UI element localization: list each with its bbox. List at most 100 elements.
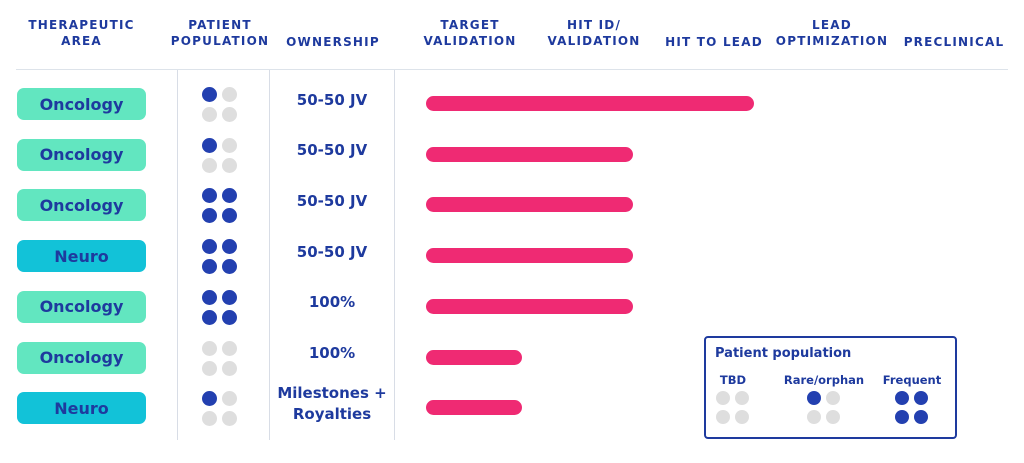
legend-dot: [716, 410, 730, 424]
legend-label: Rare/orphan: [783, 373, 865, 387]
ownership-line: 50-50 JV: [296, 191, 368, 210]
header-therapeutic-area-line1: THERAPEUTIC: [28, 18, 135, 32]
population-dot: [202, 107, 217, 122]
ownership-line: 50-50 JV: [296, 242, 368, 261]
population-dot: [222, 208, 237, 224]
therapeutic-area-badge: Oncology: [17, 290, 146, 323]
patient-population-indicator: [202, 391, 238, 427]
population-dot: [222, 157, 237, 173]
header-lead-optimization: LEAD OPTIMIZATION: [774, 17, 890, 49]
ownership-label: Milestones + Royalties: [270, 383, 394, 425]
header-hit-id-validation-line1: HIT ID/: [566, 18, 622, 32]
column-divider-1: [177, 70, 178, 440]
header-patient-population-line2: POPULATION: [170, 34, 270, 48]
progress-bar: [426, 349, 522, 365]
patient-population-indicator: [202, 239, 238, 275]
legend-dot: [807, 410, 821, 424]
legend-dot: [895, 410, 909, 424]
population-dot: [202, 289, 217, 305]
header-therapeutic-area-line2: AREA: [61, 34, 102, 48]
header-ownership: OWNERSHIP: [286, 35, 380, 49]
ownership-label: 100%: [270, 343, 394, 364]
column-divider-3: [394, 70, 395, 440]
ownership-line: 50-50 JV: [296, 141, 368, 160]
ownership-label: 50-50 JV: [270, 140, 394, 161]
patient-population-indicator: [202, 188, 238, 224]
patient-population-indicator: [202, 137, 238, 174]
legend-dot: [826, 410, 840, 424]
population-dot: [202, 340, 217, 356]
header-divider: [16, 69, 1008, 70]
legend-label: TBD: [719, 373, 747, 387]
progress-bar: [426, 298, 633, 314]
population-dot: [202, 259, 217, 275]
population-dot: [202, 391, 217, 407]
header-patient-population-line1: PATIENT: [188, 18, 252, 32]
legend-dot: [807, 391, 821, 405]
patient-population-indicator: [202, 340, 238, 377]
patient-population-legend: Patient population TBD Rare/orphan Frequen…: [704, 336, 957, 439]
population-dot: [202, 360, 217, 376]
progress-bar: [426, 197, 633, 213]
progress-bar: [426, 400, 522, 416]
population-dot: [202, 411, 217, 427]
legend-dot: [914, 410, 928, 424]
legend-dot: [895, 391, 909, 405]
population-dot: [222, 411, 237, 427]
header-hit-id-validation: HIT ID/ VALIDATION: [541, 17, 647, 49]
ownership-label: 50-50 JV: [270, 242, 394, 263]
therapeutic-area-badge: Oncology: [17, 189, 146, 222]
legend-dot: [826, 391, 840, 405]
patient-population-indicator: [202, 87, 238, 123]
legend-dot: [735, 410, 749, 424]
therapeutic-area-badge: Neuro: [17, 392, 146, 425]
population-dot: [222, 87, 237, 102]
legend-title: Patient population: [715, 346, 852, 361]
header-lead-optimization-line1: LEAD: [812, 18, 852, 32]
population-dot: [202, 157, 217, 173]
header-lead-optimization-line2: OPTIMIZATION: [775, 34, 889, 48]
therapeutic-area-badge: Oncology: [17, 138, 146, 171]
population-dot: [202, 137, 217, 153]
ownership-line: Royalties: [292, 405, 372, 424]
ownership-label: 50-50 JV: [270, 191, 394, 212]
population-dot: [202, 309, 217, 325]
header-preclinical: PRECLINICAL: [903, 35, 1005, 49]
ownership-line: 50-50 JV: [296, 90, 368, 109]
population-dot: [222, 137, 237, 153]
population-dot: [202, 87, 217, 102]
population-dot: [222, 259, 237, 275]
population-dot: [222, 391, 237, 407]
legend-dot: [735, 391, 749, 405]
ownership-line: 100%: [308, 293, 356, 312]
header-target-validation-line2: VALIDATION: [423, 34, 517, 48]
legend-dot: [716, 391, 730, 405]
population-dot: [202, 239, 217, 255]
population-dot: [202, 208, 217, 224]
progress-bar: [426, 146, 633, 162]
header-target-validation: TARGET VALIDATION: [418, 17, 522, 49]
ownership-line: Milestones +: [277, 384, 387, 403]
legend-label: Frequent: [882, 373, 942, 387]
population-dot: [222, 239, 237, 255]
population-dot: [222, 107, 237, 122]
legend-dots: [895, 391, 929, 425]
patient-population-indicator: [202, 289, 238, 326]
population-dot: [222, 340, 237, 356]
header-target-validation-line1: TARGET: [440, 18, 500, 32]
ownership-line: 100%: [308, 344, 356, 362]
therapeutic-area-badge: Neuro: [17, 240, 146, 273]
legend-dot: [914, 391, 928, 405]
legend-dots: [807, 391, 841, 425]
therapeutic-area-badge: Oncology: [17, 341, 146, 374]
ownership-label: 50-50 JV: [270, 90, 394, 111]
population-dot: [222, 360, 237, 376]
header-patient-population: PATIENT POPULATION: [170, 17, 270, 49]
header-therapeutic-area: THERAPEUTIC AREA: [17, 17, 146, 49]
header-hit-to-lead: HIT TO LEAD: [665, 35, 763, 49]
population-dot: [202, 188, 217, 204]
therapeutic-area-badge: Oncology: [17, 88, 146, 120]
progress-bar: [426, 248, 633, 264]
population-dot: [222, 309, 237, 325]
legend-dots: [716, 391, 750, 425]
